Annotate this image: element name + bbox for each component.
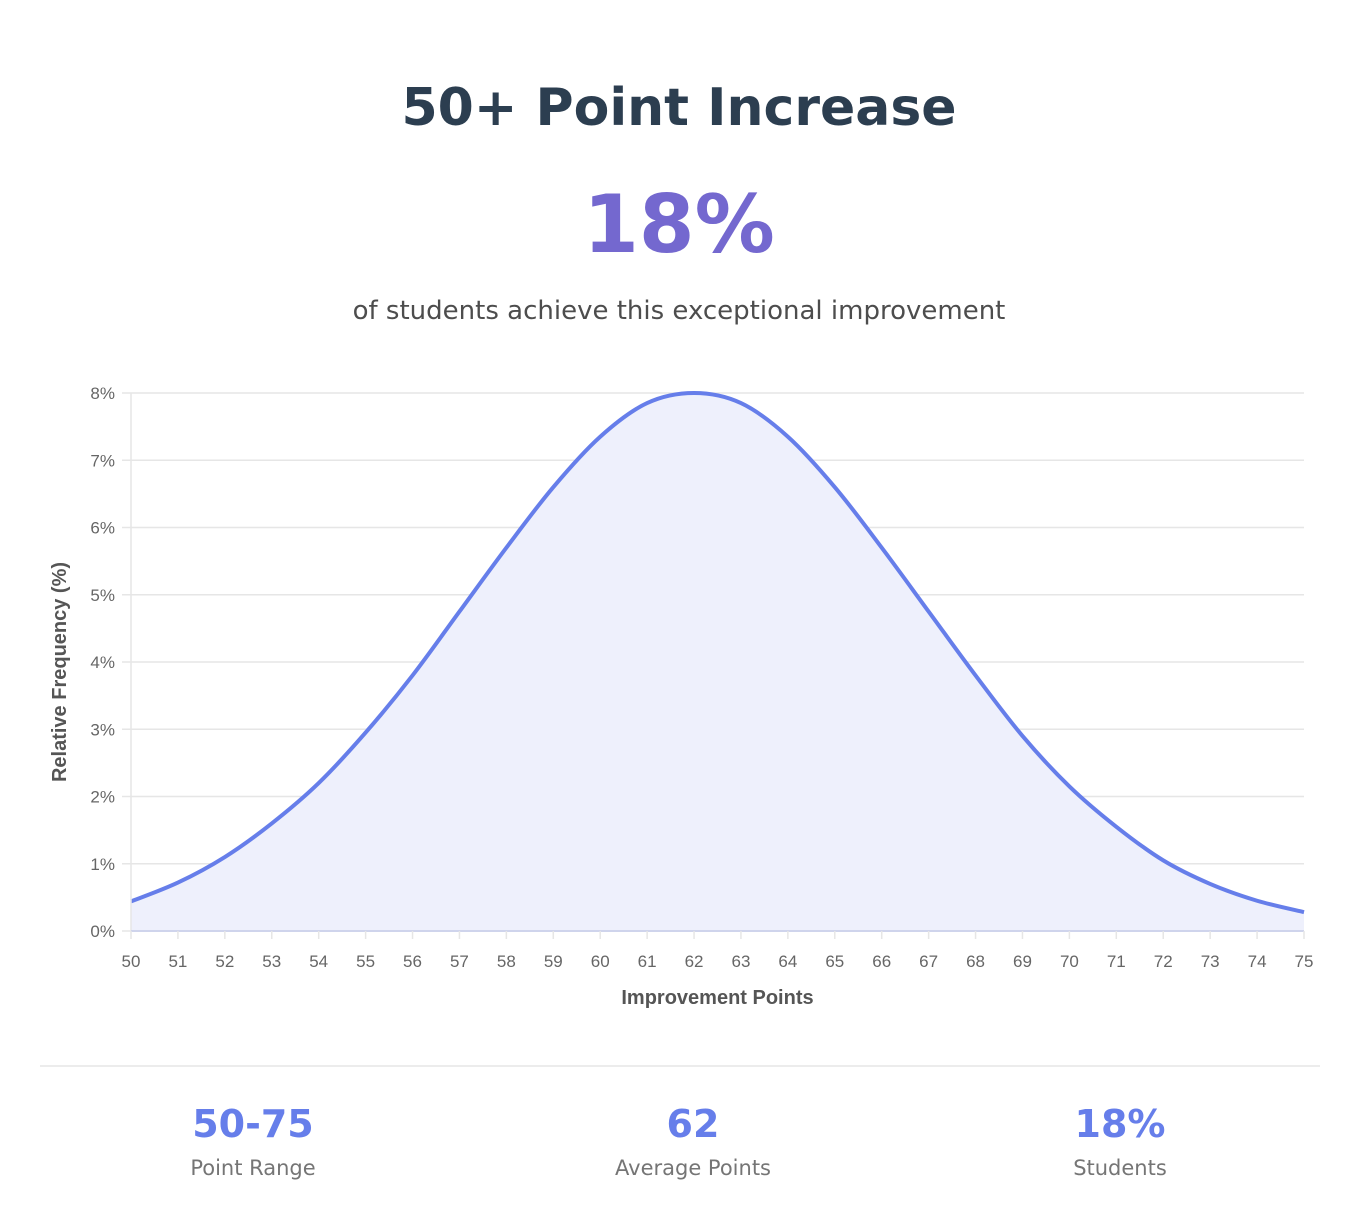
x-tick-label: 73 (1201, 952, 1220, 971)
x-tick-label: 59 (544, 952, 563, 971)
x-tick-label: 69 (1013, 952, 1032, 971)
y-tick-label: 6% (90, 519, 115, 538)
x-tick-label: 58 (497, 952, 516, 971)
y-axis-ticks: 0% 1% 2% 3% 4% 5% 6% 7% 8% (90, 384, 131, 941)
y-tick-label: 7% (90, 451, 115, 470)
y-tick-label: 8% (90, 384, 115, 403)
x-tick-label: 75 (1295, 952, 1314, 971)
x-tick-label: 63 (731, 952, 750, 971)
stat-average-points: 62 Average Points (543, 1100, 843, 1180)
x-tick-label: 62 (685, 952, 704, 971)
x-tick-label: 74 (1248, 952, 1267, 971)
y-tick-label: 1% (90, 855, 115, 874)
y-tick-label: 4% (90, 653, 115, 672)
x-tick-label: 55 (356, 952, 375, 971)
x-tick-label: 57 (450, 952, 469, 971)
headline-subtitle: of students achieve this exceptional imp… (352, 296, 1006, 326)
x-tick-label: 66 (872, 952, 891, 971)
stat-label: Point Range (190, 1156, 316, 1180)
stat-point-range: 50-75 Point Range (103, 1100, 403, 1180)
distribution-area (131, 393, 1304, 931)
stat-students: 18% Students (970, 1100, 1270, 1180)
x-tick-label: 51 (168, 952, 187, 971)
x-tick-label: 53 (262, 952, 281, 971)
y-axis-label: Relative Frequency (%) (49, 562, 71, 782)
stat-value: 62 (666, 1102, 720, 1146)
x-tick-label: 61 (638, 952, 657, 971)
y-tick-label: 2% (90, 788, 115, 807)
x-tick-label: 50 (122, 952, 141, 971)
distribution-chart: 0% 1% 2% 3% 4% 5% 6% 7% 8% 50 51 52 53 54 55 56 57 58 59 6… (49, 384, 1314, 1009)
stat-label: Average Points (615, 1156, 771, 1180)
x-tick-label: 56 (403, 952, 422, 971)
x-tick-label: 64 (778, 952, 797, 971)
page-title: 50+ Point Increase (401, 78, 957, 138)
distribution-line (130, 391, 1305, 915)
y-tick-label: 0% (90, 922, 115, 941)
x-tick-label: 54 (309, 952, 328, 971)
x-tick-label: 65 (825, 952, 844, 971)
x-axis-label: Improvement Points (621, 987, 813, 1009)
stats-divider (40, 1065, 1320, 1067)
x-tick-label: 60 (591, 952, 610, 971)
x-tick-label: 71 (1107, 952, 1126, 971)
stat-label: Students (1073, 1156, 1167, 1180)
stat-value: 18% (1074, 1102, 1166, 1146)
x-tick-label: 68 (966, 952, 985, 971)
y-tick-label: 5% (90, 586, 115, 605)
x-tick-label: 67 (919, 952, 938, 971)
stat-value: 50-75 (192, 1102, 314, 1146)
x-tick-label: 52 (215, 952, 234, 971)
x-axis-ticks: 50 51 52 53 54 55 56 57 58 59 60 61 62 63 64 65 66 67 68 69… (122, 931, 1314, 971)
x-tick-label: 70 (1060, 952, 1079, 971)
headline-percentage: 18% (583, 178, 775, 271)
x-tick-label: 72 (1154, 952, 1173, 971)
y-tick-label: 3% (90, 720, 115, 739)
